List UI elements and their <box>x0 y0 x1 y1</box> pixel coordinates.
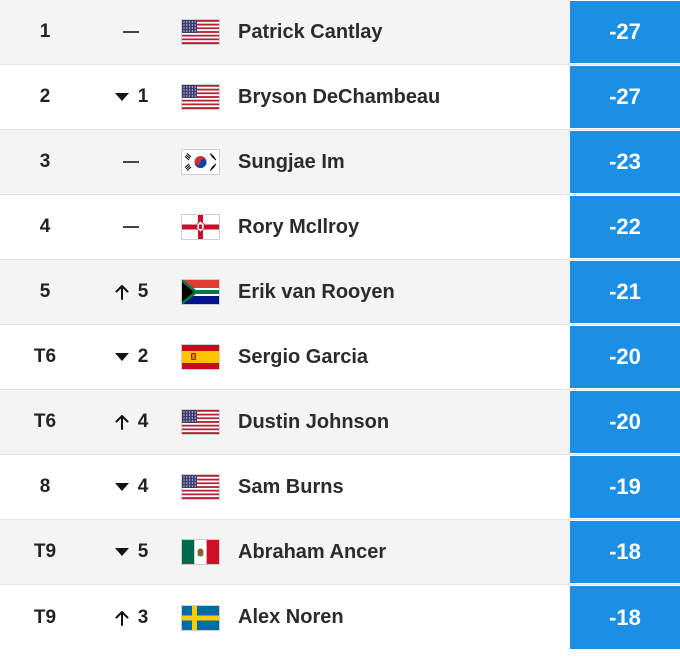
score-badge: -23 <box>570 130 680 194</box>
movement-amount: 4 <box>137 476 149 497</box>
position-movement <box>96 130 166 194</box>
usa-flag-icon <box>182 475 219 499</box>
score-badge: -19 <box>570 455 680 519</box>
usa-flag-icon <box>182 20 219 44</box>
player-name[interactable]: Patrick Cantlay <box>238 20 383 43</box>
position: T9 <box>33 541 57 562</box>
dash-icon <box>123 226 139 228</box>
position-movement: 5 <box>96 260 166 324</box>
position: 8 <box>39 476 51 497</box>
movement-amount: 2 <box>137 346 149 367</box>
player-name[interactable]: Sungjae Im <box>238 150 345 173</box>
score-badge: -20 <box>570 390 680 454</box>
movement-amount: 1 <box>137 86 149 107</box>
leaderboard-row[interactable]: T6 4 Dustin Johnson -20 <box>0 390 680 455</box>
position: 4 <box>39 216 51 237</box>
player-name[interactable]: Erik van Rooyen <box>238 280 395 303</box>
position-movement: 1 <box>96 65 166 129</box>
position-movement: 3 <box>96 585 166 650</box>
arrow-up-icon <box>114 283 130 301</box>
sweden-flag-icon <box>182 605 219 630</box>
player-name[interactable]: Abraham Ancer <box>238 540 387 563</box>
position: 2 <box>39 86 51 107</box>
position: 3 <box>39 151 51 172</box>
player-name[interactable]: Bryson DeChambeau <box>238 85 441 108</box>
caret-down-icon <box>114 546 130 558</box>
position-movement <box>96 195 166 259</box>
leaderboard-row[interactable]: 8 4 Sam Burns -19 <box>0 455 680 520</box>
score-badge: -20 <box>570 325 680 389</box>
leaderboard-row[interactable]: T9 5 Abraham Ancer -18 <box>0 520 680 585</box>
usa-flag-icon <box>182 410 219 434</box>
position-movement <box>96 0 166 64</box>
usa-flag-icon <box>182 85 219 109</box>
score-badge: -27 <box>570 65 680 129</box>
movement-amount: 5 <box>137 281 149 302</box>
leaderboard-row[interactable]: 3 Sungjae Im -23 <box>0 130 680 195</box>
player-name[interactable]: Dustin Johnson <box>238 410 390 433</box>
dash-icon <box>123 31 139 33</box>
south-africa-flag-icon <box>182 280 219 304</box>
leaderboard-row[interactable]: T6 2 Sergio Garcia -20 <box>0 325 680 390</box>
position: T6 <box>33 411 57 432</box>
leaderboard-row[interactable]: 1 Patrick Cantlay -27 <box>0 0 680 65</box>
position: 1 <box>39 21 51 42</box>
movement-amount: 4 <box>137 411 149 432</box>
player-name[interactable]: Sam Burns <box>238 475 344 498</box>
score-badge: -18 <box>570 520 680 584</box>
leaderboard-row[interactable]: 4 Rory McIlroy -22 <box>0 195 680 260</box>
position-movement: 4 <box>96 390 166 454</box>
south-korea-flag-icon <box>182 150 219 174</box>
caret-down-icon <box>114 351 130 363</box>
position: 5 <box>39 281 51 302</box>
position-movement: 5 <box>96 520 166 584</box>
caret-down-icon <box>114 91 130 103</box>
caret-down-icon <box>114 481 130 493</box>
movement-amount: 3 <box>137 606 149 628</box>
northern-ireland-flag-icon <box>182 215 219 239</box>
score-badge: -21 <box>570 260 680 324</box>
score-badge: -22 <box>570 195 680 259</box>
leaderboard-row[interactable]: 5 5 Erik van Rooyen -21 <box>0 260 680 325</box>
player-name[interactable]: Alex Noren <box>238 606 344 628</box>
player-name[interactable]: Rory McIlroy <box>238 215 360 238</box>
spain-flag-icon <box>182 345 219 369</box>
dash-icon <box>123 161 139 163</box>
leaderboard-row[interactable]: T9 3 Alex Noren -18 <box>0 585 680 650</box>
arrow-up-icon <box>114 609 130 627</box>
leaderboard-row[interactable]: 2 1 Bryson DeChambeau -27 <box>0 65 680 130</box>
position: T9 <box>33 606 57 628</box>
score-badge: -27 <box>570 0 680 64</box>
position-movement: 4 <box>96 455 166 519</box>
arrow-up-icon <box>114 413 130 431</box>
score-badge: -18 <box>570 585 680 650</box>
movement-amount: 5 <box>137 541 149 562</box>
position: T6 <box>33 346 57 367</box>
position-movement: 2 <box>96 325 166 389</box>
player-name[interactable]: Sergio Garcia <box>238 345 369 368</box>
mexico-flag-icon <box>182 540 219 564</box>
